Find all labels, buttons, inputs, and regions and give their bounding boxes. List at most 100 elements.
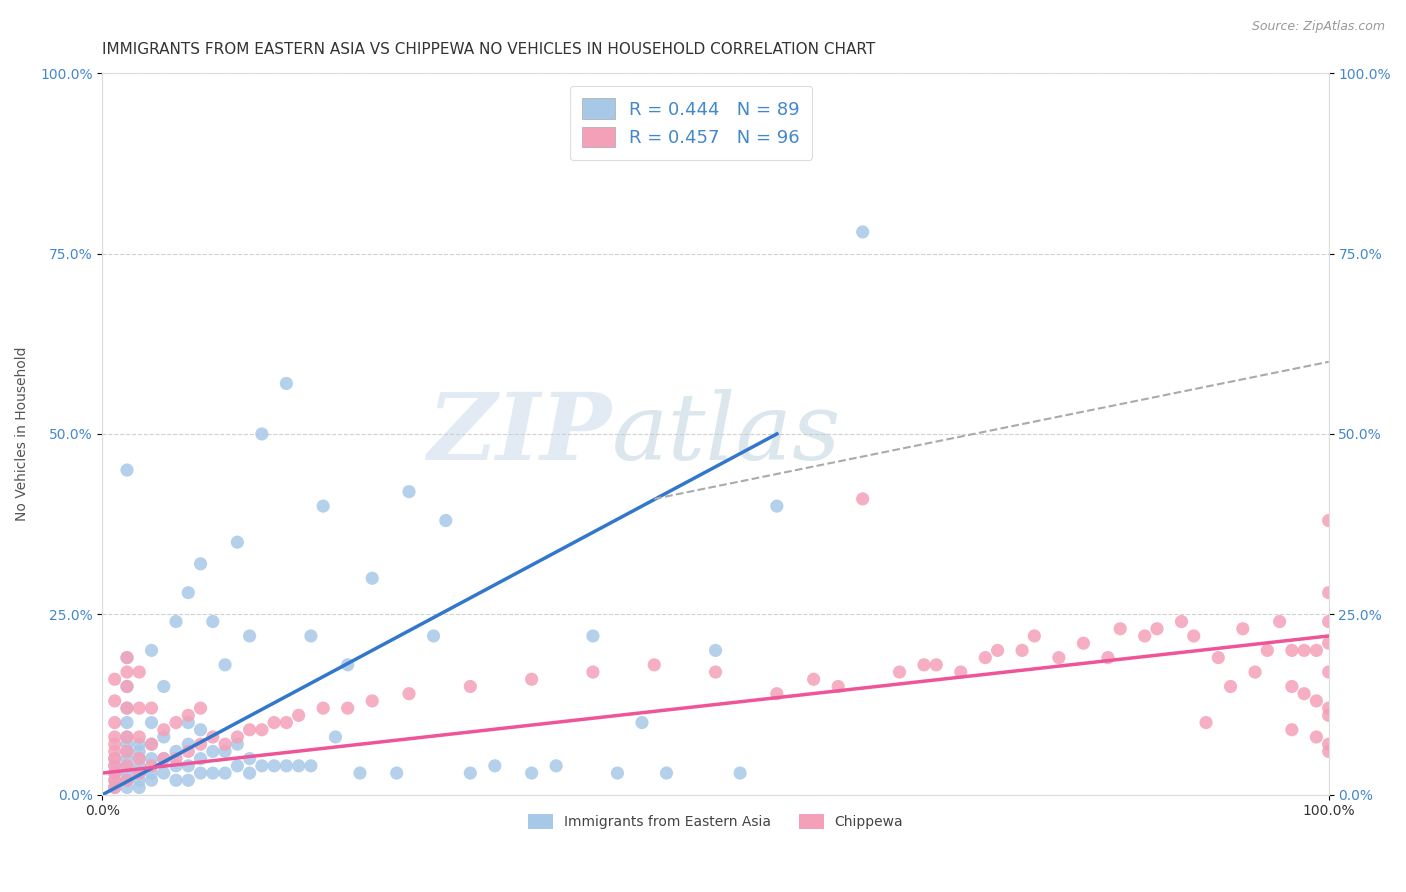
Point (276, 715, 298, 730)
Point (115, 766, 138, 780)
Point (115, 751, 138, 765)
Point (239, 751, 262, 765)
Point (115, 773, 138, 788)
Point (361, 694, 384, 708)
Point (925, 657, 948, 672)
Point (889, 665, 911, 679)
Point (165, 615, 187, 629)
Point (655, 766, 678, 780)
Point (214, 737, 236, 751)
Text: IMMIGRANTS FROM EASTERN ASIA VS CHIPPEWA NO VEHICLES IN HOUSEHOLD CORRELATION CH: IMMIGRANTS FROM EASTERN ASIA VS CHIPPEWA… (103, 42, 876, 57)
Point (128, 744, 150, 758)
Point (1256, 643, 1278, 657)
Point (115, 680, 138, 694)
Point (141, 766, 163, 780)
Point (104, 773, 127, 788)
Point (226, 759, 249, 773)
Point (190, 723, 212, 737)
Point (165, 759, 187, 773)
Point (398, 687, 420, 701)
Point (128, 780, 150, 795)
Point (152, 751, 174, 765)
Point (949, 665, 972, 679)
Point (104, 751, 127, 765)
Point (336, 657, 359, 672)
Point (1317, 615, 1340, 629)
Point (1170, 615, 1192, 629)
Point (177, 708, 200, 723)
Point (104, 751, 127, 765)
Point (104, 737, 127, 751)
Point (115, 650, 138, 665)
Point (190, 751, 212, 765)
Point (128, 701, 150, 715)
Point (1305, 643, 1327, 657)
Point (141, 737, 163, 751)
Point (177, 737, 200, 751)
Point (214, 657, 236, 672)
Point (299, 759, 322, 773)
Point (1133, 629, 1156, 643)
Point (1317, 737, 1340, 751)
Text: Source: ZipAtlas.com: Source: ZipAtlas.com (1251, 20, 1385, 33)
Point (141, 737, 163, 751)
Point (287, 759, 309, 773)
Point (190, 701, 212, 715)
Point (152, 723, 174, 737)
Point (1047, 650, 1070, 665)
Point (1281, 680, 1303, 694)
Point (214, 744, 236, 758)
Point (1232, 622, 1254, 636)
Point (1317, 701, 1340, 715)
Point (115, 665, 138, 679)
Point (987, 643, 1010, 657)
Point (1317, 585, 1340, 599)
Point (141, 759, 163, 773)
Point (704, 643, 727, 657)
Point (728, 766, 751, 780)
Point (484, 759, 506, 773)
Point (115, 759, 138, 773)
Point (128, 773, 150, 788)
Point (104, 730, 127, 744)
Point (115, 463, 138, 477)
Point (643, 657, 665, 672)
Point (606, 766, 628, 780)
Text: ZIP: ZIP (427, 389, 612, 479)
Point (104, 759, 127, 773)
Point (104, 780, 127, 795)
Point (104, 766, 127, 780)
Point (201, 766, 224, 780)
Point (177, 715, 200, 730)
Point (104, 715, 127, 730)
Point (460, 766, 482, 780)
Point (104, 744, 127, 758)
Point (152, 730, 174, 744)
Point (434, 514, 457, 528)
Point (361, 571, 384, 585)
Point (1305, 730, 1327, 744)
Point (165, 744, 187, 758)
Point (104, 759, 127, 773)
Point (1268, 615, 1291, 629)
Point (128, 751, 150, 765)
Point (912, 657, 935, 672)
Point (852, 491, 875, 506)
Point (1317, 514, 1340, 528)
Point (582, 629, 605, 643)
Point (250, 759, 273, 773)
Point (1317, 744, 1340, 758)
Point (385, 766, 408, 780)
Point (520, 673, 543, 687)
Point (128, 737, 150, 751)
Point (165, 773, 187, 788)
Point (276, 759, 298, 773)
Point (1305, 694, 1327, 708)
Point (115, 680, 138, 694)
Point (115, 650, 138, 665)
Point (115, 744, 138, 758)
Point (1317, 636, 1340, 650)
Point (226, 535, 249, 549)
Point (239, 723, 262, 737)
Point (115, 730, 138, 744)
